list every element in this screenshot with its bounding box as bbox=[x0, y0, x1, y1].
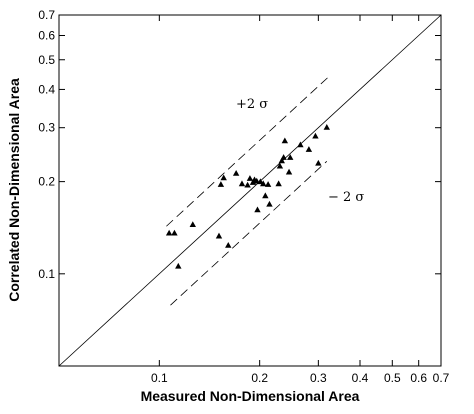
data-point bbox=[280, 154, 287, 160]
data-point bbox=[266, 200, 273, 207]
axis-ticks: 0.1 0.2 0.3 0.4 0.5 0.6 0.7 0.1 0.2 0.3 0.4 0.5 0.6 0… bbox=[38, 8, 449, 385]
data-point bbox=[281, 137, 289, 144]
y-tick-label: 0.2 bbox=[38, 175, 55, 189]
data-point bbox=[215, 232, 223, 239]
data-point bbox=[275, 180, 282, 187]
reference-line bbox=[58, 14, 442, 367]
data-point bbox=[171, 229, 178, 236]
data-point bbox=[244, 181, 251, 188]
data-point bbox=[260, 180, 267, 187]
x-tick-label: 0.5 bbox=[384, 371, 401, 385]
x-tick-label: 0.2 bbox=[251, 371, 268, 385]
y-tick-label: 0.3 bbox=[38, 121, 55, 135]
data-point bbox=[175, 262, 182, 269]
data-point bbox=[264, 181, 272, 187]
data-point bbox=[189, 221, 196, 227]
data-point bbox=[262, 192, 269, 199]
data-point bbox=[287, 154, 294, 160]
plot-frame bbox=[58, 14, 442, 367]
data-point bbox=[253, 177, 260, 184]
y-axis-title: Correlated Non-Dimensional Area bbox=[6, 78, 22, 302]
y-tick-label: 0.4 bbox=[38, 82, 55, 96]
y-tick-label: 0.1 bbox=[38, 267, 55, 281]
data-point bbox=[238, 180, 246, 187]
y-tick-label: 0.6 bbox=[38, 29, 55, 43]
band-upper-label: +2 σ bbox=[236, 97, 268, 112]
x-tick-label: 0.4 bbox=[352, 371, 369, 385]
data-point bbox=[305, 146, 313, 152]
x-tick-label: 0.7 bbox=[433, 371, 450, 385]
data-point bbox=[278, 157, 285, 164]
x-tick-label: 0.1 bbox=[151, 371, 168, 385]
data-point bbox=[232, 170, 240, 176]
y-tick-label: 0.5 bbox=[38, 53, 55, 67]
x-tick-label: 0.3 bbox=[310, 371, 327, 385]
band-upper-line bbox=[166, 77, 328, 227]
data-points bbox=[165, 124, 330, 269]
data-point bbox=[165, 229, 173, 236]
data-point bbox=[246, 175, 254, 181]
data-point bbox=[312, 132, 319, 139]
data-point bbox=[285, 168, 293, 175]
x-tick-label: 0.6 bbox=[410, 371, 427, 385]
data-point bbox=[276, 162, 284, 169]
data-point bbox=[297, 141, 304, 148]
data-point bbox=[254, 206, 261, 213]
data-point bbox=[315, 159, 322, 166]
x-axis-title: Measured Non-Dimensional Area bbox=[141, 388, 360, 404]
y-tick-label: 0.7 bbox=[38, 8, 55, 22]
data-point bbox=[220, 174, 227, 181]
data-point bbox=[217, 181, 225, 187]
data-point bbox=[225, 241, 232, 248]
band-lower-label: − 2 σ bbox=[328, 190, 364, 205]
data-point bbox=[323, 124, 330, 130]
band-lower-line bbox=[170, 161, 328, 306]
